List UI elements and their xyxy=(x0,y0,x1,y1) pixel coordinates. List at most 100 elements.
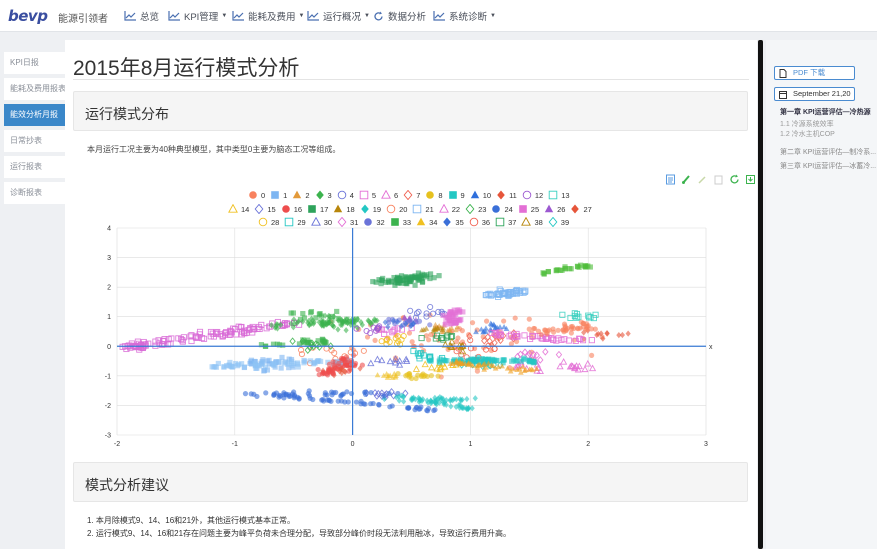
data-point-series-30 xyxy=(396,357,404,364)
pen-icon[interactable] xyxy=(697,172,708,184)
brush-icon[interactable] xyxy=(681,172,692,184)
legend-item[interactable]: 11 xyxy=(496,190,517,200)
legend-item[interactable]: 39 xyxy=(548,217,569,227)
pdf-download-button[interactable]: PDF 下载 xyxy=(774,66,855,80)
data-point-series-29 xyxy=(416,355,423,362)
legend-item[interactable]: 33 xyxy=(390,217,411,227)
data-point-series-0 xyxy=(409,339,415,345)
clear-icon[interactable] xyxy=(713,172,724,185)
legend-item[interactable]: 8 xyxy=(425,190,443,200)
toc-item-chapter3[interactable]: 第三章 KPI运营评估—冰蓄冷... xyxy=(780,163,877,170)
legend-item[interactable]: 0 xyxy=(248,190,265,200)
legend-item[interactable]: 18 xyxy=(333,204,355,214)
legend-item[interactable]: 9 xyxy=(448,190,465,200)
sidebar-item-kpi-daily[interactable]: KPI日报 xyxy=(4,52,66,74)
toc-item-1-1[interactable]: 1.1 冷源系统效率 xyxy=(780,121,834,128)
sidebar-item-diagnosis-report[interactable]: 诊断报表 xyxy=(4,182,66,204)
sidebar-item-operation-report[interactable]: 运行报表 xyxy=(4,156,66,178)
data-point-series-17 xyxy=(395,276,402,282)
legend-item[interactable]: 28 xyxy=(258,217,279,227)
legend-item[interactable]: 14 xyxy=(228,204,249,214)
legend-item[interactable]: 23 xyxy=(465,204,486,214)
data-point-series-5 xyxy=(247,325,254,333)
nav-data-analysis[interactable]: 数据分析 xyxy=(373,9,426,23)
toc-item-chapter1[interactable]: 第一章 KPI运营评估—冷热源 xyxy=(780,109,871,116)
legend-item[interactable]: 10 xyxy=(470,190,491,200)
nav-overview[interactable]: 总览 xyxy=(124,9,159,23)
legend-item[interactable]: 2 xyxy=(292,190,310,200)
caret-down-icon: ▼ xyxy=(490,13,496,19)
data-point-series-3 xyxy=(318,317,325,325)
nav-diagnosis[interactable]: 系统诊断 ▼ xyxy=(433,9,496,23)
data-point-series-37 xyxy=(443,334,450,341)
data-point-series-19 xyxy=(457,401,463,409)
data-point-series-5 xyxy=(506,333,513,340)
legend-item[interactable]: 36 xyxy=(469,217,490,227)
legend-item[interactable]: 17 xyxy=(307,204,328,214)
legend-item[interactable]: 25 xyxy=(518,204,539,214)
data-point-series-27 xyxy=(581,335,587,343)
legend-item[interactable]: 13 xyxy=(548,190,570,200)
legend-item[interactable]: 26 xyxy=(544,204,565,214)
data-point-series-1 xyxy=(289,358,295,365)
legend-item[interactable]: 22 xyxy=(438,204,460,214)
legend-item[interactable]: 31 xyxy=(337,217,358,227)
legend-item[interactable]: 1 xyxy=(270,190,287,200)
legend-item[interactable]: 15 xyxy=(254,204,276,214)
data-point-series-32 xyxy=(386,316,392,322)
nav-kpi[interactable]: KPI管理 ▼ xyxy=(168,9,227,23)
sidebar-item-meter-reading[interactable]: 日常抄表 xyxy=(4,130,66,152)
sidebar-item-energy-report[interactable]: 能耗及费用报表 xyxy=(4,78,66,100)
data-point-series-38 xyxy=(459,347,467,355)
data-point-series-38 xyxy=(448,337,456,345)
data-point-series-16 xyxy=(329,369,335,376)
data-point-series-33 xyxy=(344,316,350,322)
toc-item-1-2[interactable]: 1.2 冷水主机COP xyxy=(780,131,835,138)
legend-item[interactable]: 38 xyxy=(521,217,543,227)
legend-label: 24 xyxy=(504,204,513,214)
legend-item[interactable]: 35 xyxy=(442,217,464,227)
legend-marker-diamond xyxy=(403,190,413,200)
legend-item[interactable]: 3 xyxy=(315,190,332,200)
data-point-series-12 xyxy=(363,327,370,335)
legend-item[interactable]: 4 xyxy=(337,190,354,200)
legend-item[interactable]: 12 xyxy=(522,190,543,200)
data-point-series-19 xyxy=(472,395,478,402)
date-picker[interactable]: September 21,20 xyxy=(774,87,855,101)
legend-marker-triangle xyxy=(228,204,238,213)
legend-item[interactable]: 29 xyxy=(284,217,306,227)
divider xyxy=(73,79,749,80)
legend-item[interactable]: 34 xyxy=(416,217,437,227)
data-point-series-33 xyxy=(317,311,323,317)
legend-item[interactable]: 7 xyxy=(403,190,420,200)
data-point-series-23 xyxy=(314,341,321,349)
save-image-icon[interactable] xyxy=(745,172,756,184)
nav-energy-cost[interactable]: 能耗及费用 ▼ xyxy=(232,9,304,23)
legend-label: 8 xyxy=(438,190,443,200)
data-point-series-0 xyxy=(512,315,518,321)
legend-item[interactable]: 24 xyxy=(491,204,513,214)
legend-item[interactable]: 19 xyxy=(360,204,381,214)
legend-item[interactable]: 5 xyxy=(359,190,376,200)
nav-label: 运行概况 xyxy=(323,12,362,23)
legend-item[interactable]: 32 xyxy=(363,217,385,227)
legend-item[interactable]: 37 xyxy=(495,217,516,227)
data-point-series-5 xyxy=(160,341,168,348)
data-view-icon[interactable] xyxy=(665,172,676,185)
restore-icon[interactable] xyxy=(729,172,740,184)
data-point-series-5 xyxy=(550,336,557,343)
legend-label: 29 xyxy=(297,217,306,227)
toc-item-chapter2[interactable]: 第二章 KPI运营评估—制冷系... xyxy=(780,149,877,156)
legend-item[interactable]: 21 xyxy=(412,204,434,214)
data-point-series-30 xyxy=(402,355,410,363)
nav-operation[interactable]: 运行概况 ▼ xyxy=(307,9,370,23)
scrollbar-thumb[interactable] xyxy=(758,40,763,549)
legend-item[interactable]: 20 xyxy=(386,204,407,214)
legend-item[interactable]: 30 xyxy=(310,217,332,227)
legend-item[interactable]: 27 xyxy=(570,204,592,214)
sidebar-item-efficiency-monthly[interactable]: 能效分析月报 xyxy=(4,104,66,126)
legend-label: 34 xyxy=(429,217,438,227)
legend-item[interactable]: 16 xyxy=(281,204,302,214)
legend-item[interactable]: 6 xyxy=(381,190,398,200)
legend-label: 1 xyxy=(283,190,288,200)
